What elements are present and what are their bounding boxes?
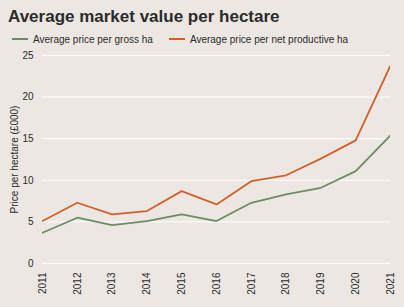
svg-text:2016: 2016 bbox=[211, 272, 222, 295]
svg-text:5: 5 bbox=[28, 216, 34, 227]
html-text:Average price per net producti: Average price per net productive ha bbox=[189, 33, 349, 45]
svg-text:2018: 2018 bbox=[280, 272, 291, 295]
svg-text:2014: 2014 bbox=[141, 272, 152, 295]
svg-text:10: 10 bbox=[22, 175, 34, 186]
svg-text:2012: 2012 bbox=[72, 272, 83, 295]
svg-text:Price per hectare (£000): Price per hectare (£000) bbox=[9, 106, 20, 214]
svg-text:15: 15 bbox=[22, 133, 34, 144]
svg-text:25: 25 bbox=[22, 50, 34, 61]
svg-text:2017: 2017 bbox=[246, 272, 257, 295]
svg-text:2015: 2015 bbox=[176, 272, 187, 295]
svg-text:2013: 2013 bbox=[106, 272, 117, 295]
svg-text:2020: 2020 bbox=[350, 272, 361, 295]
svg-text:2019: 2019 bbox=[315, 272, 326, 295]
svg-text:0: 0 bbox=[28, 258, 34, 269]
svg-text:2021: 2021 bbox=[385, 272, 396, 295]
svg-text:20: 20 bbox=[22, 91, 34, 102]
html-text:Average market value per hecta: Average market value per hectare bbox=[8, 7, 280, 26]
svg-text:2011: 2011 bbox=[37, 272, 48, 294]
html-text:Average price per gross ha: Average price per gross ha bbox=[33, 33, 153, 45]
